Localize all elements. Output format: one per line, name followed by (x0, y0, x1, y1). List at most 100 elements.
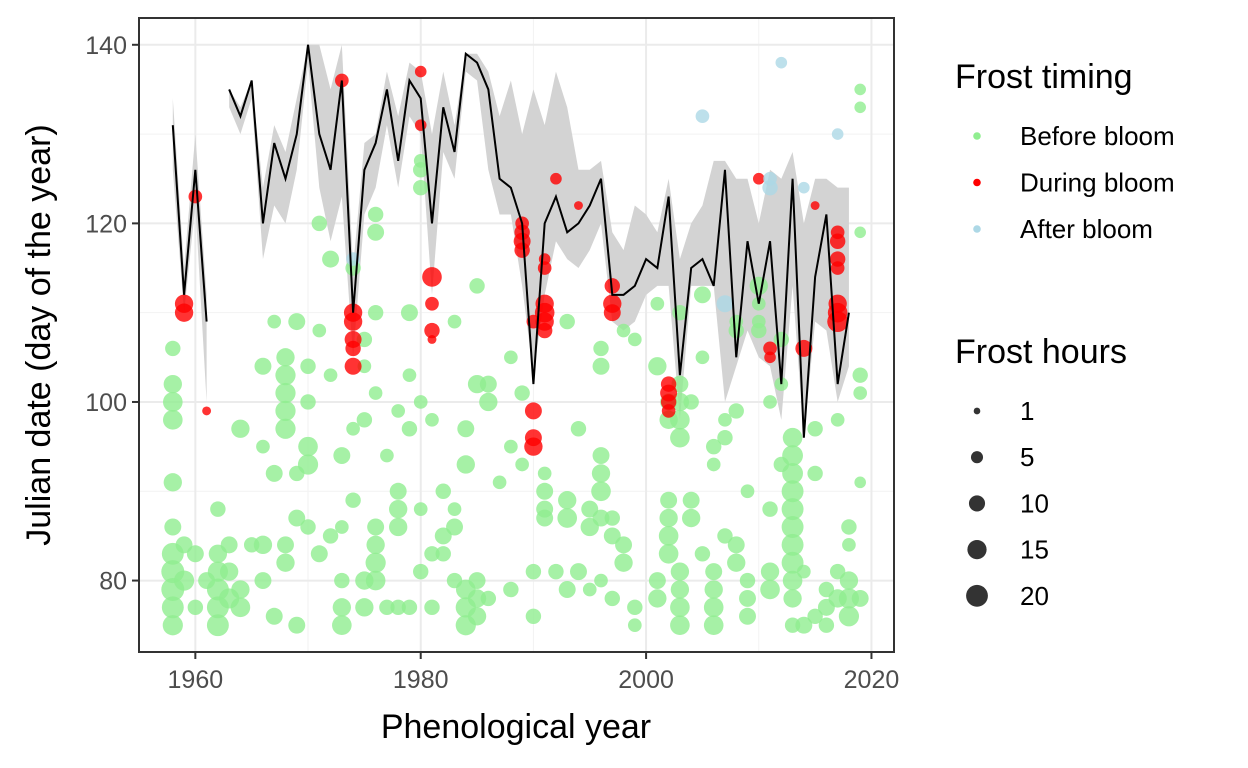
point-before-bloom (648, 357, 667, 376)
point-before-bloom (670, 597, 690, 618)
point-during-bloom (763, 341, 777, 356)
point-before-bloom (389, 499, 408, 519)
point-before-bloom (830, 412, 845, 427)
point-before-bloom (795, 616, 813, 634)
point-before-bloom (479, 375, 497, 393)
point-during-bloom (536, 322, 553, 339)
point-before-bloom (782, 463, 803, 484)
point-before-bloom (345, 492, 361, 508)
point-before-bloom (854, 226, 866, 239)
point-during-bloom (537, 261, 552, 275)
point-before-bloom (365, 552, 386, 573)
point-before-bloom (210, 501, 226, 517)
point-before-bloom (346, 421, 360, 436)
point-before-bloom (727, 553, 746, 572)
point-before-bloom (515, 457, 529, 472)
point-before-bloom (807, 608, 823, 624)
point-before-bloom (650, 296, 665, 311)
y-axis-title: Julian date (day of the year) (20, 124, 58, 545)
point-before-bloom (413, 563, 429, 580)
point-during-bloom (524, 429, 542, 447)
point-during-bloom (603, 304, 621, 322)
point-before-bloom (254, 357, 272, 375)
point-before-bloom (335, 520, 349, 534)
point-before-bloom (357, 359, 372, 374)
point-before-bloom (288, 313, 306, 331)
point-before-bloom (760, 579, 780, 600)
point-before-bloom (322, 528, 339, 544)
point-during-bloom (345, 340, 361, 357)
legend-frost-timing-title: Frost timing (955, 58, 1133, 96)
point-before-bloom (367, 206, 384, 223)
point-during-bloom (550, 172, 562, 185)
point-before-bloom (670, 615, 690, 636)
point-before-bloom (504, 350, 518, 365)
point-before-bloom (334, 572, 350, 589)
point-during-bloom (524, 402, 542, 420)
point-before-bloom (514, 385, 530, 401)
point-before-bloom (365, 570, 386, 591)
point-before-bloom (275, 418, 296, 439)
point-before-bloom (839, 571, 859, 590)
point-before-bloom (435, 546, 451, 562)
point-before-bloom (254, 572, 272, 590)
point-before-bloom (703, 597, 724, 618)
point-after-bloom (798, 181, 810, 194)
point-during-bloom (174, 294, 194, 313)
legend-label-hours: 1 (1020, 396, 1034, 426)
point-before-bloom (413, 502, 428, 516)
point-before-bloom (670, 580, 690, 599)
point-during-bloom (830, 261, 845, 275)
bloom-period-band (172, 44, 849, 438)
point-before-bloom (536, 482, 554, 500)
legend-key-after-bloom (973, 225, 981, 233)
point-before-bloom (467, 589, 487, 608)
point-before-bloom (706, 457, 721, 472)
point-before-bloom (851, 589, 869, 607)
point-before-bloom (187, 599, 204, 616)
point-during-bloom (425, 296, 439, 311)
x-axis-title: Phenological year (381, 708, 651, 746)
point-before-bloom (390, 599, 406, 616)
point-during-bloom (422, 267, 442, 287)
point-before-bloom (693, 286, 711, 304)
point-before-bloom (559, 313, 575, 330)
point-before-bloom (253, 535, 273, 555)
point-before-bloom (220, 536, 238, 554)
point-before-bloom (333, 447, 351, 465)
point-before-bloom (594, 573, 608, 588)
legend-label-timing: After bloom (1020, 214, 1153, 244)
point-before-bloom (413, 395, 428, 409)
point-before-bloom (163, 374, 182, 394)
y-tick-label: 140 (85, 32, 127, 60)
point-before-bloom (161, 596, 184, 619)
legend-label-timing: During bloom (1020, 168, 1175, 198)
point-during-bloom (827, 311, 849, 333)
point-before-bloom (648, 589, 667, 608)
point-before-bloom (389, 517, 408, 537)
x-tick-label: 2000 (618, 666, 674, 694)
point-before-bloom (231, 580, 250, 599)
legend-frost-timing: Frost timing Before bloom During bloom Aft… (955, 58, 1175, 244)
point-during-bloom (661, 404, 676, 418)
point-before-bloom (163, 392, 183, 412)
point-before-bloom (670, 410, 690, 430)
point-before-bloom (265, 607, 283, 625)
point-before-bloom (670, 427, 690, 448)
point-before-bloom (695, 350, 710, 365)
point-before-bloom (368, 386, 383, 400)
point-before-bloom (739, 589, 756, 607)
point-before-bloom (165, 340, 181, 357)
point-before-bloom (852, 367, 868, 383)
point-before-bloom (367, 304, 384, 321)
point-before-bloom (739, 572, 756, 589)
point-before-bloom (818, 617, 835, 633)
point-before-bloom (659, 508, 678, 528)
point-before-bloom (739, 607, 756, 625)
legend-label-hours: 5 (1020, 442, 1034, 472)
point-before-bloom (435, 483, 451, 499)
point-before-bloom (591, 464, 611, 483)
y-tick-label: 80 (99, 568, 127, 596)
point-before-bloom (311, 215, 328, 232)
point-before-bloom (446, 518, 463, 536)
